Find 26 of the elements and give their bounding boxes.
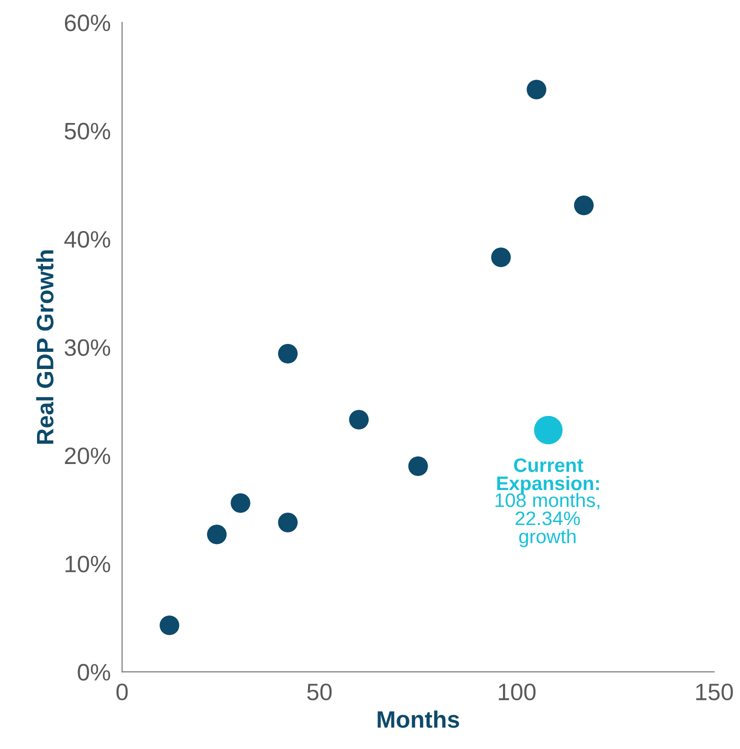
y-tick-label: 60% bbox=[64, 14, 110, 32]
x-tick-label: 0 bbox=[116, 684, 128, 700]
point bbox=[230, 493, 250, 513]
y-axis-title: Real GDP Growth bbox=[36, 250, 54, 444]
x-tick-label: 50 bbox=[307, 684, 332, 700]
x-tick-label: 150 bbox=[696, 684, 733, 700]
annotation: 108 months, 22.34% growth bbox=[496, 492, 600, 548]
point bbox=[526, 80, 546, 100]
point bbox=[491, 248, 511, 268]
point bbox=[349, 410, 369, 430]
y-tick-label: 40% bbox=[64, 231, 110, 248]
point bbox=[408, 456, 428, 476]
point bbox=[160, 615, 180, 636]
y-tick-label: 10% bbox=[66, 556, 110, 572]
point bbox=[278, 512, 298, 532]
point bbox=[574, 196, 594, 216]
annotation: Current Expansion: bbox=[497, 458, 599, 494]
y-tick-label: 20% bbox=[64, 447, 110, 464]
y-tick-label: 30% bbox=[64, 339, 110, 356]
y-tick-label: 0% bbox=[78, 664, 110, 681]
y-tick-label: 50% bbox=[64, 122, 110, 140]
point bbox=[278, 344, 298, 364]
x-axis-title: Months bbox=[378, 710, 460, 728]
x-tick-label: 100 bbox=[498, 684, 536, 700]
point bbox=[534, 416, 563, 444]
point bbox=[207, 524, 227, 544]
